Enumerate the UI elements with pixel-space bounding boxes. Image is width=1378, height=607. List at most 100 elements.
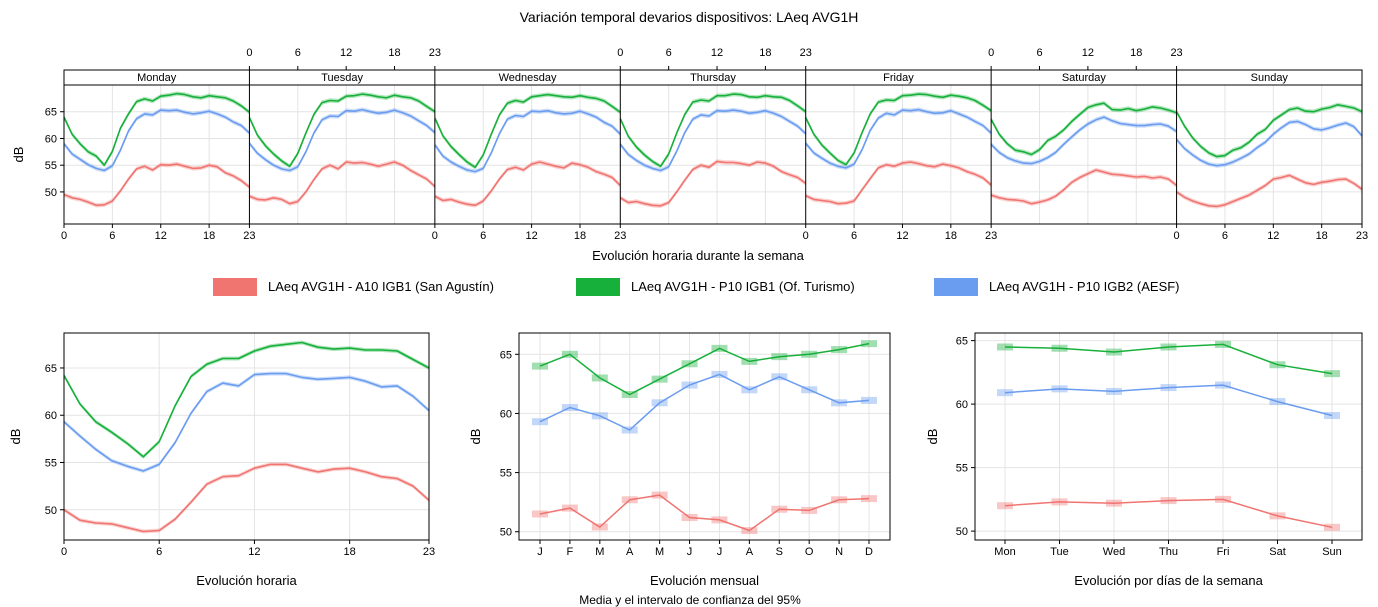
monthly-series-2-point (771, 373, 788, 381)
hourly-series-2-band (64, 371, 429, 473)
weekly-series-0-day-4-line (805, 161, 992, 205)
monthly-xtick-label: M (595, 546, 604, 558)
weekly-tick-label: 23 (1170, 47, 1182, 59)
hourly-ytick-label: 50 (45, 505, 57, 517)
weekly-tick-label: 0 (988, 47, 994, 59)
monthly-ylabel: dB (468, 429, 483, 445)
weekly-panel-label: Tuesday (321, 72, 363, 84)
weekly-series-0-day-5-line (990, 169, 1178, 205)
monthly-series-1-point (831, 346, 848, 354)
weekly-tick-label: 6 (480, 230, 486, 242)
monthly-series-2-point (831, 399, 848, 407)
hourly-series-1-band (64, 340, 429, 459)
weekly-series-0-day-3-band (620, 159, 806, 208)
monthly-series-2-point (532, 418, 548, 426)
weekly-series-0-day-2-line (434, 161, 621, 207)
weekday-series-0-point (1324, 523, 1340, 531)
hourly-ytick-label: 55 (45, 457, 57, 469)
monthly-xtick-label: A (626, 546, 634, 558)
weekday-ytick-label: 50 (956, 526, 968, 538)
weekday-series-1-point (1106, 348, 1122, 356)
weekly-tick-label: 0 (1174, 230, 1180, 242)
monthly-series-1-point (532, 362, 548, 370)
monthly-series-2-point (861, 396, 877, 404)
weekly-ytick-label: 55 (45, 160, 57, 172)
hourly-xtick-label: 18 (344, 546, 356, 558)
legend: LAeq AVG1H - A10 IGB1 (San Agustín) LAeq… (213, 278, 1180, 296)
weekday-xtick-label: Sun (1322, 546, 1342, 558)
monthly-series-1-line (539, 342, 870, 396)
weekly-chart: Monday Tuesday Wednesday Thursday Friday Satu… (11, 47, 1368, 263)
legend-swatch-green (576, 278, 620, 296)
hourly-xtick-label: 6 (156, 546, 162, 558)
monthly-xtick-label: J (687, 546, 693, 558)
weekly-series-0-day-6-band (1176, 173, 1362, 209)
monthly-series-1-point (651, 375, 668, 383)
monthly-series-2-point (741, 386, 758, 394)
weekly-tick-label: 23 (243, 230, 255, 242)
monthly-series-1-point (561, 350, 578, 358)
monthly-xtick-label: F (567, 546, 574, 558)
weekday-ytick-label: 65 (956, 336, 968, 348)
monthly-series-0-point (771, 505, 788, 513)
weekly-tick-label: 18 (203, 230, 215, 242)
weekday-xtick-label: Fri (1217, 546, 1230, 558)
weekly-tick-label: 0 (246, 47, 252, 59)
weekday-series-0-line (1004, 498, 1333, 529)
hourly-xtick-label: 23 (423, 546, 435, 558)
weekday-ytick-label: 55 (956, 463, 968, 475)
monthly-series-1-point (771, 353, 788, 361)
weekly-tick-label: 0 (617, 47, 623, 59)
monthly-xtick-label: J (717, 546, 723, 558)
hourly-series-1-line (63, 341, 430, 458)
weekly-tick-label: 6 (109, 230, 115, 242)
monthly-series-0-point (861, 495, 877, 503)
weekday-series-2-line (1004, 384, 1333, 417)
weekday-chart: Mon Tue Wed Thu Fri Sat Sun 50 55 60 65 Evolución p… (925, 332, 1363, 588)
weekly-tick-label: 12 (896, 230, 908, 242)
monthly-series-1-point (741, 357, 758, 365)
weekly-series-1-day-5-band (991, 101, 1177, 157)
weekly-series-2-day-2-line (434, 109, 621, 173)
weekly-series-2-day-3-line (619, 109, 807, 172)
weekly-tick-label: 18 (759, 47, 771, 59)
hourly-series-2-line (63, 372, 430, 472)
monthly-series-2-line (539, 373, 870, 431)
weekday-xtick-label: Wed (1103, 546, 1125, 558)
weekday-series-2-point (1160, 384, 1177, 392)
weekly-tick-label: 12 (340, 47, 352, 59)
weekday-series-2-point (1051, 385, 1068, 393)
weekly-tick-label: 23 (429, 47, 441, 59)
monthly-series-2-point (711, 370, 728, 378)
legend-swatch-red (213, 278, 257, 296)
monthly-series-0-point (741, 527, 758, 535)
monthly-series-2-point (621, 426, 638, 434)
weekly-series-0-day-0-line (63, 163, 250, 207)
weekday-series-2-point (1269, 398, 1286, 406)
weekly-tick-label: 23 (800, 47, 812, 59)
weekly-tick-label: 23 (1356, 230, 1368, 242)
hourly-ytick-label: 60 (45, 410, 57, 422)
weekday-series-0-point (1215, 495, 1231, 503)
weekly-series-2-day-5-line (990, 116, 1178, 165)
weekly-series-0-day-6-line (1176, 174, 1363, 208)
weekday-xtick-label: Mon (994, 546, 1015, 558)
weekly-series-0-day-1-band (249, 159, 435, 206)
legend-label-blue: LAeq AVG1H - P10 IGB2 (AESF) (989, 279, 1180, 294)
weekly-tick-label: 6 (666, 47, 672, 59)
weekday-series-0-point (1106, 499, 1122, 507)
weekly-tick-label: 18 (945, 230, 957, 242)
weekly-tick-label: 0 (803, 230, 809, 242)
weekly-series-1-day-6-line (1175, 104, 1363, 158)
monthly-xtick-label: S (776, 546, 783, 558)
weekday-series-1-point (1160, 343, 1177, 351)
weekly-series-1-day-5-line (990, 102, 1177, 156)
weekly-tick-label: 23 (985, 230, 997, 242)
weekly-series-0-day-3-line (619, 160, 807, 207)
weekly-series-0-day-0-band (64, 161, 250, 208)
monthly-xtick-label: M (655, 546, 664, 558)
monthly-chart: J F M A M J J A S O N D 50 55 60 65 Evolución mensual dB (468, 332, 891, 588)
weekly-tick-label: 0 (61, 230, 67, 242)
